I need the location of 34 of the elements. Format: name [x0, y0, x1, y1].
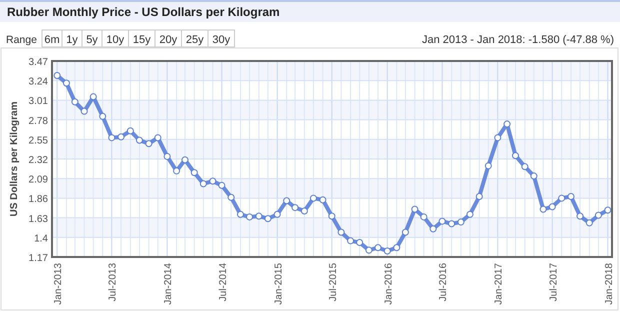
y-tick-label: 2.55: [28, 135, 48, 146]
x-tick-label: Jan-2013: [53, 262, 64, 305]
y-axis-title: US Dollars per Kilogram: [9, 101, 20, 217]
y-tick-label: 3.47: [28, 57, 48, 68]
y-tick-label: 2.32: [28, 155, 48, 166]
x-tick-label: Jan-2016: [383, 262, 394, 305]
y-tick-label: 2.09: [28, 174, 48, 186]
y-tick-label: 3.01: [28, 96, 48, 108]
x-tick-label: Jan-2018: [604, 262, 615, 305]
x-tick-label: Jan-2014: [163, 262, 174, 305]
text: 20y: [159, 34, 178, 46]
x-tick-label: Jan-2017: [494, 262, 505, 305]
x-tick-label: Jul-2017: [548, 262, 560, 302]
y-tick-label: 3.24: [28, 76, 48, 88]
x-tick-label: Jul-2016: [438, 262, 450, 302]
x-tick-label: Jul-2014: [218, 262, 229, 302]
chart-title: Rubber Monthly Price - US Dollars per Kilogram: [7, 5, 280, 19]
text: 15y: [132, 34, 152, 46]
text: 30y: [212, 34, 231, 46]
text: 1y: [66, 34, 78, 46]
text: 25y: [186, 34, 204, 46]
text: 6m: [44, 34, 60, 46]
y-tick-label: 1.63: [28, 214, 48, 225]
y-tick-label: 1.86: [28, 194, 48, 206]
x-tick-label: Jan-2015: [273, 262, 284, 305]
y-tick-label: 2.78: [28, 116, 48, 127]
text: Range: [6, 34, 38, 46]
y-tick-label: 1.4: [34, 233, 48, 244]
y-tick-label: 1.17: [28, 253, 48, 264]
x-tick-label: Jul-2015: [328, 262, 339, 302]
text: 10y: [106, 34, 125, 46]
text: 5y: [86, 34, 98, 46]
chart-subtitle: Jan 2013 - Jan 2018: -1.580 (-47.88 %): [422, 34, 614, 46]
x-tick-label: Jul-2013: [108, 262, 119, 302]
